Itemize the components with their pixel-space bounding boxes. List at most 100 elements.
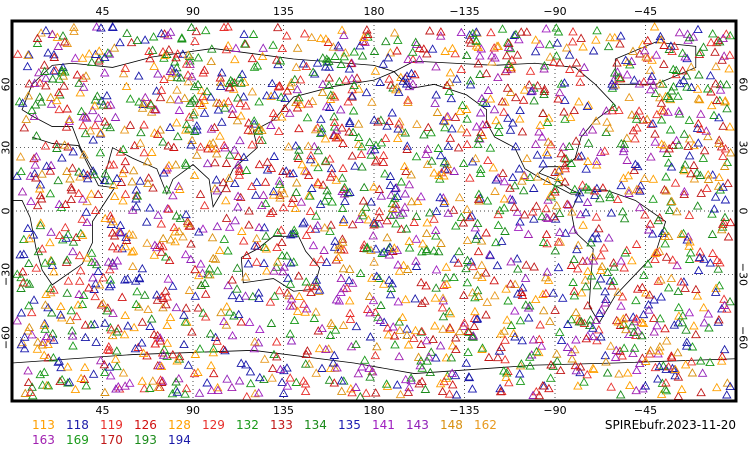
observation-marker xyxy=(19,343,30,353)
observation-marker xyxy=(87,57,97,66)
observation-marker xyxy=(324,102,335,111)
observation-marker xyxy=(612,58,622,67)
observation-marker xyxy=(345,187,355,196)
observation-marker xyxy=(473,58,484,68)
observation-marker xyxy=(193,367,203,376)
observation-marker xyxy=(475,51,485,60)
observation-marker xyxy=(417,246,427,256)
observation-marker xyxy=(132,35,143,45)
observation-marker xyxy=(19,122,30,132)
observation-marker xyxy=(174,226,184,236)
observation-marker xyxy=(317,87,328,97)
observation-marker xyxy=(646,119,656,129)
observation-marker xyxy=(442,279,452,288)
observation-marker xyxy=(68,146,78,156)
observation-marker xyxy=(112,173,122,183)
observation-marker xyxy=(505,125,516,134)
observation-marker xyxy=(385,180,396,189)
top-tick-label: 180 xyxy=(364,5,385,18)
observation-marker xyxy=(261,231,271,240)
observation-marker xyxy=(560,163,570,173)
observation-marker xyxy=(561,154,571,163)
observation-marker xyxy=(324,80,334,90)
observation-marker xyxy=(352,73,362,82)
observation-marker xyxy=(595,274,606,283)
observation-marker xyxy=(535,120,545,129)
observation-marker xyxy=(45,287,56,297)
observation-marker xyxy=(56,362,66,372)
observation-marker xyxy=(671,65,682,74)
observation-marker xyxy=(180,249,191,259)
observation-marker xyxy=(714,314,724,324)
observation-marker xyxy=(364,137,375,146)
observation-marker xyxy=(74,78,84,87)
observation-marker xyxy=(442,159,453,169)
observation-marker xyxy=(492,260,503,270)
observation-marker xyxy=(406,196,417,206)
observation-marker xyxy=(641,288,651,297)
observation-marker xyxy=(317,363,327,372)
observation-marker xyxy=(233,309,244,319)
observation-marker xyxy=(106,324,117,334)
observation-marker xyxy=(616,31,626,40)
observation-marker xyxy=(329,92,340,101)
observation-marker xyxy=(18,277,28,287)
observation-marker xyxy=(132,191,143,200)
observation-marker xyxy=(421,228,432,238)
observation-marker xyxy=(210,157,220,167)
observation-marker xyxy=(32,200,43,210)
observation-marker xyxy=(210,254,221,263)
observation-marker xyxy=(189,170,200,180)
observation-marker xyxy=(578,220,588,229)
observation-marker xyxy=(433,246,444,256)
observation-marker xyxy=(437,302,448,312)
observation-marker xyxy=(494,120,504,130)
observation-marker xyxy=(563,319,573,328)
observation-marker xyxy=(632,123,642,132)
observation-marker xyxy=(456,27,467,37)
observation-marker xyxy=(508,118,518,127)
observation-marker xyxy=(493,41,504,50)
observation-marker xyxy=(327,197,337,206)
observation-marker xyxy=(164,255,175,265)
observation-marker xyxy=(181,160,191,169)
observation-marker xyxy=(436,238,446,247)
observation-marker xyxy=(243,258,254,268)
observation-marker xyxy=(137,103,148,112)
observation-marker xyxy=(571,136,581,145)
observation-marker xyxy=(49,66,59,75)
observation-marker xyxy=(174,351,185,361)
observation-marker xyxy=(129,322,139,332)
legend-item: 119 xyxy=(100,418,123,432)
right-tick-label: 30 xyxy=(737,141,750,155)
observation-marker xyxy=(219,316,229,326)
observation-marker xyxy=(499,107,509,116)
observation-marker xyxy=(105,122,115,132)
bottom-tick-label: 135 xyxy=(273,404,294,417)
observation-marker xyxy=(640,356,651,365)
observation-marker xyxy=(215,245,225,255)
top-tick-label: 45 xyxy=(96,5,110,18)
observation-marker xyxy=(485,143,496,152)
observation-marker xyxy=(306,150,316,160)
observation-marker xyxy=(311,211,321,220)
observation-marker xyxy=(718,182,728,191)
observation-marker xyxy=(631,365,642,375)
observation-marker xyxy=(278,202,289,212)
observation-marker xyxy=(24,233,35,243)
observation-marker xyxy=(504,59,514,68)
observation-marker xyxy=(18,266,28,276)
observation-marker xyxy=(215,131,225,140)
observation-marker xyxy=(172,356,182,365)
observation-marker xyxy=(285,229,296,239)
observation-marker xyxy=(227,109,238,118)
observation-marker xyxy=(661,186,671,195)
observation-marker xyxy=(560,114,570,123)
observation-marker xyxy=(393,260,403,269)
observation-marker xyxy=(272,242,282,252)
observation-marker xyxy=(74,276,85,285)
observation-marker xyxy=(90,291,100,301)
observation-marker xyxy=(312,220,323,230)
observation-marker xyxy=(650,248,661,257)
observation-marker xyxy=(673,286,683,296)
